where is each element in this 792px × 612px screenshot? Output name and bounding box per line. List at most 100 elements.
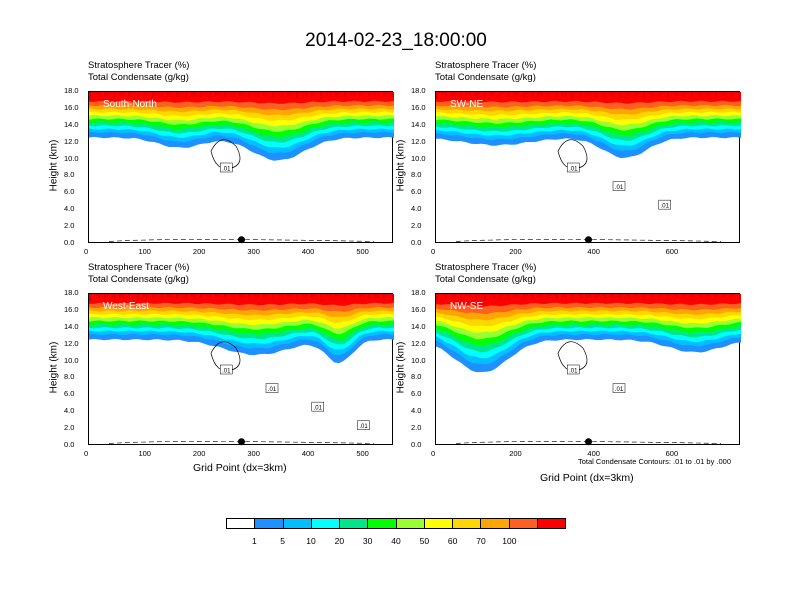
tracer-band-11 <box>89 294 394 306</box>
panel-title-condensate: Total Condensate (g/kg) <box>88 274 189 285</box>
y-tick-label: 8.0 <box>411 372 422 382</box>
x-tick-label: 0 <box>84 247 89 256</box>
tracer-spike <box>215 294 217 298</box>
location-marker <box>585 236 592 244</box>
tracer-spike <box>736 294 738 295</box>
tracer-spike <box>517 92 519 96</box>
y-tick-label: 14.0 <box>411 119 426 129</box>
tracer-spike <box>550 294 552 296</box>
contour-label: .01 <box>311 401 324 412</box>
tracer-spike <box>167 92 169 95</box>
tracer-spike <box>553 294 555 296</box>
y-tick-label: 4.0 <box>411 204 422 214</box>
tracer-spike <box>233 92 235 98</box>
tracer-spike <box>377 294 379 298</box>
tracer-spike <box>586 92 588 96</box>
tracer-spike <box>724 92 726 96</box>
plot-area: .01 .01 .01 .01 <box>89 294 394 446</box>
tracer-spike <box>526 92 528 94</box>
tracer-spike <box>601 294 603 296</box>
colorbar-label: 10 <box>306 536 316 546</box>
contour-label: .01 <box>567 364 580 375</box>
tracer-spike <box>505 294 507 295</box>
y-tick-label: 16.0 <box>64 102 79 112</box>
tracer-spike <box>134 92 136 93</box>
tracer-spike <box>619 294 621 301</box>
svg-text:.01: .01 <box>569 167 578 173</box>
tracer-spike <box>233 294 235 300</box>
colorbar-cell <box>453 519 482 528</box>
tracer-spike <box>302 294 304 296</box>
tracer-spike <box>484 92 486 99</box>
colorbar-cell <box>227 519 256 528</box>
tracer-spike <box>604 294 606 299</box>
y-tick-label: 14.0 <box>64 119 79 129</box>
tracer-spike <box>484 294 486 301</box>
tracer-spike <box>514 294 516 297</box>
tracer-spike <box>529 294 531 295</box>
colorbar-label: 60 <box>447 536 458 546</box>
tracer-spike <box>137 92 139 99</box>
tracer-spike <box>251 294 253 295</box>
tracer-spike <box>128 92 130 97</box>
tracer-spike <box>365 92 367 93</box>
tracer-spike <box>143 92 145 95</box>
tracer-spike <box>182 92 184 93</box>
colorbar-cell <box>424 519 453 528</box>
tracer-spike <box>706 92 708 97</box>
x-tick-label: 200 <box>192 247 206 256</box>
tracer-spike <box>227 92 229 94</box>
tracer-spike <box>350 92 352 95</box>
tracer-spike <box>682 92 684 97</box>
tracer-spike <box>146 294 148 298</box>
tracer-spike <box>218 92 220 95</box>
colorbar-label: 40 <box>391 536 401 546</box>
tracer-spike <box>442 92 444 95</box>
tracer-spike <box>658 92 660 97</box>
tracer-spike <box>92 92 94 93</box>
tracer-spike <box>155 92 157 94</box>
y-tick-label: 0.0 <box>64 238 75 247</box>
tracer-spike <box>272 294 274 301</box>
colorbar-cell <box>396 519 425 528</box>
colorbar-cell <box>311 519 340 528</box>
svg-text:.01: .01 <box>615 387 624 393</box>
colorbar-label: 5 <box>280 536 286 546</box>
x-tick-label: 400 <box>301 247 315 256</box>
location-marker <box>238 438 245 446</box>
tracer-spike <box>493 92 495 96</box>
tracer-spike <box>697 92 699 95</box>
colorbar-cell <box>537 519 565 528</box>
plot-area: .01 .01 .01 <box>436 92 741 244</box>
y-tick-label: 14.0 <box>64 321 79 331</box>
svg-text:.01: .01 <box>661 204 670 210</box>
panel-title-tracer: Stratosphere Tracer (%) <box>88 262 190 273</box>
colorbar-label: 1 <box>251 536 257 546</box>
y-tick-label: 6.0 <box>64 389 75 399</box>
tracer-spike <box>580 92 582 98</box>
tracer-band-11 <box>436 92 741 104</box>
tracer-spike <box>553 92 555 94</box>
tracer-spike <box>502 92 504 94</box>
tracer-spike <box>550 92 552 94</box>
tracer-spike <box>625 92 627 94</box>
tracer-spike <box>326 92 328 95</box>
tracer-spike <box>329 294 331 299</box>
tracer-spike <box>571 92 573 98</box>
tracer-spike <box>538 294 540 297</box>
tracer-spike <box>661 294 663 297</box>
y-tick-label: 18.0 <box>64 86 79 95</box>
y-tick-label: 8.0 <box>64 372 75 382</box>
tracer-spike <box>314 294 316 297</box>
tracer-spike <box>296 294 298 301</box>
tracer-spike <box>227 294 229 296</box>
tracer-spike <box>574 294 576 296</box>
tracer-spike <box>622 294 624 295</box>
y-tick-label: 16.0 <box>411 102 426 112</box>
tracer-spike <box>643 92 645 99</box>
y-tick-label: 4.0 <box>411 406 422 416</box>
y-tick-label: 4.0 <box>64 204 75 214</box>
y-tick-label: 10.0 <box>64 355 79 365</box>
tracer-spike <box>595 92 597 98</box>
tracer-spike <box>239 92 241 96</box>
